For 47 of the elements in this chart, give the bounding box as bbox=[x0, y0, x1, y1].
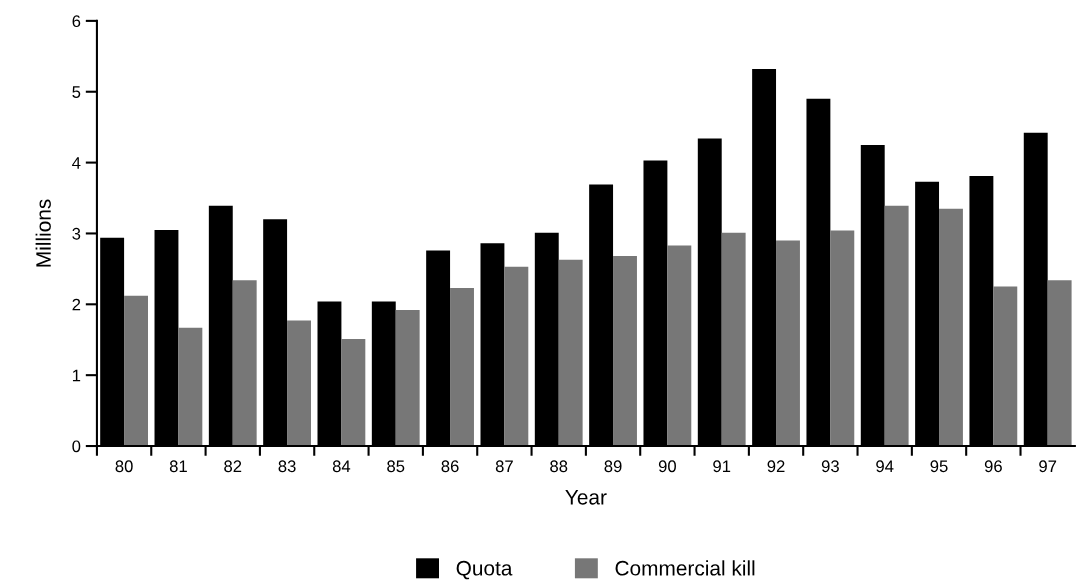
x-axis-title: Year bbox=[565, 490, 607, 505]
bar bbox=[884, 205, 909, 447]
legend-label: Commercial kill bbox=[615, 560, 755, 576]
bar bbox=[776, 240, 800, 447]
x-tick-label: 93 bbox=[821, 460, 839, 473]
y-tick-label: 2 bbox=[72, 298, 81, 311]
x-tick-label: 89 bbox=[604, 460, 622, 473]
x-tick-label: 86 bbox=[441, 460, 459, 473]
bar bbox=[558, 259, 583, 447]
y-tick-label: 4 bbox=[72, 157, 81, 169]
bar bbox=[613, 256, 637, 447]
bar bbox=[830, 230, 855, 447]
y-tick-label: 1 bbox=[72, 369, 81, 382]
y-tick-label: 5 bbox=[72, 86, 81, 98]
x-tick-label: 94 bbox=[876, 460, 894, 473]
bar bbox=[124, 295, 148, 447]
x-tick-label: 97 bbox=[1039, 460, 1057, 473]
x-tick-label: 80 bbox=[115, 460, 133, 473]
bar bbox=[1047, 280, 1072, 447]
x-tick-label: 84 bbox=[332, 460, 351, 473]
y-tick-label: 6 bbox=[72, 15, 81, 28]
bar bbox=[721, 232, 746, 447]
x-tick-label: 83 bbox=[278, 460, 296, 473]
x-tick-label: 82 bbox=[224, 460, 242, 473]
x-tick-label: 85 bbox=[387, 460, 405, 473]
bar bbox=[341, 339, 366, 447]
bar bbox=[178, 327, 203, 447]
bar bbox=[450, 288, 474, 447]
bar bbox=[287, 320, 311, 447]
bar bbox=[993, 286, 1018, 447]
x-tick-label: 92 bbox=[767, 460, 785, 473]
x-tick-label: 81 bbox=[169, 460, 187, 473]
y-tick-label: 0 bbox=[72, 440, 81, 453]
bar bbox=[667, 245, 692, 447]
x-tick-label: 96 bbox=[984, 460, 1002, 473]
bar bbox=[395, 309, 420, 447]
bar bbox=[232, 280, 257, 447]
x-tick-label: 87 bbox=[495, 460, 513, 473]
y-axis-title: Millions bbox=[35, 199, 51, 267]
legend-label: Quota bbox=[456, 560, 513, 580]
x-tick-label: 95 bbox=[930, 460, 948, 473]
bar bbox=[504, 266, 529, 447]
x-tick-label: 88 bbox=[550, 460, 568, 473]
bar bbox=[939, 208, 963, 447]
x-tick-label: 91 bbox=[713, 460, 731, 473]
y-tick-label: 3 bbox=[72, 227, 81, 240]
x-tick-label: 90 bbox=[658, 460, 676, 473]
